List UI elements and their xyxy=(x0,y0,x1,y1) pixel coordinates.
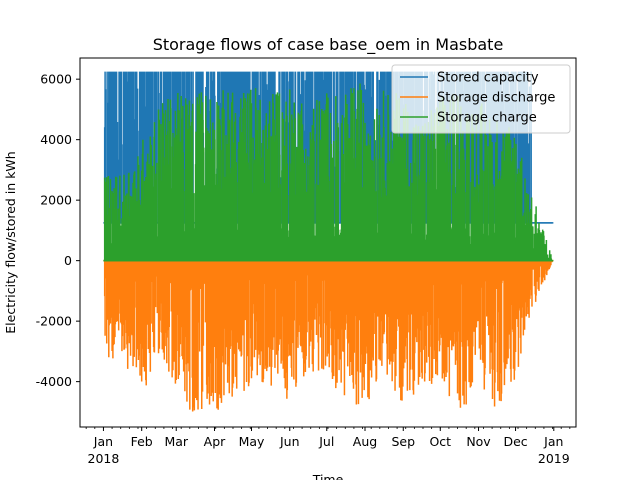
x-tick-label: Mar xyxy=(164,434,188,449)
x-axis: Jan 2018 Feb Mar Apr May Jun Jul Aug Sep Oct Nov Dec… xyxy=(85,427,571,466)
x-tick-label: Jan xyxy=(543,434,563,449)
x-tick-label: Apr xyxy=(204,434,226,449)
y-tick-label: -4000 xyxy=(36,374,72,389)
x-tick-year-label: 2018 xyxy=(88,451,120,466)
x-tick-label: Sep xyxy=(391,434,415,449)
series-line-1 xyxy=(103,259,554,412)
x-tick-label: Feb xyxy=(131,434,153,449)
y-tick-label: 4000 xyxy=(40,132,72,147)
x-tick-label: Jul xyxy=(318,434,334,449)
y-tick-label: -2000 xyxy=(36,314,72,329)
legend: Stored capacity Storage discharge Storage … xyxy=(391,64,571,134)
chart-title: Storage flows of case base_oem in Masbat… xyxy=(153,35,504,55)
legend-label-2: Storage charge xyxy=(437,111,537,126)
legend-label-0: Stored capacity xyxy=(437,71,539,86)
x-tick-year-label: 2019 xyxy=(538,451,570,466)
x-tick-label: Nov xyxy=(466,434,491,449)
y-axis: -4000 -2000 0 2000 4000 6000 xyxy=(36,72,80,389)
x-tick-label: Dec xyxy=(503,434,527,449)
y-tick-label: 0 xyxy=(64,253,72,268)
legend-box xyxy=(391,64,571,134)
x-tick-label: Jun xyxy=(279,434,300,449)
x-axis-label: Time xyxy=(312,472,344,480)
y-tick-label: 2000 xyxy=(40,193,72,208)
series-line-2 xyxy=(103,83,554,262)
y-tick-label: 6000 xyxy=(40,72,72,87)
x-tick-label: Aug xyxy=(353,434,377,449)
legend-label-1: Storage discharge xyxy=(437,91,555,106)
x-tick-label: Jan xyxy=(93,434,113,449)
plot-area xyxy=(103,71,554,412)
x-tick-label: May xyxy=(239,434,265,449)
y-axis-label: Electricity flow/stored in kWh xyxy=(3,151,18,333)
x-tick-label: Oct xyxy=(429,434,451,449)
